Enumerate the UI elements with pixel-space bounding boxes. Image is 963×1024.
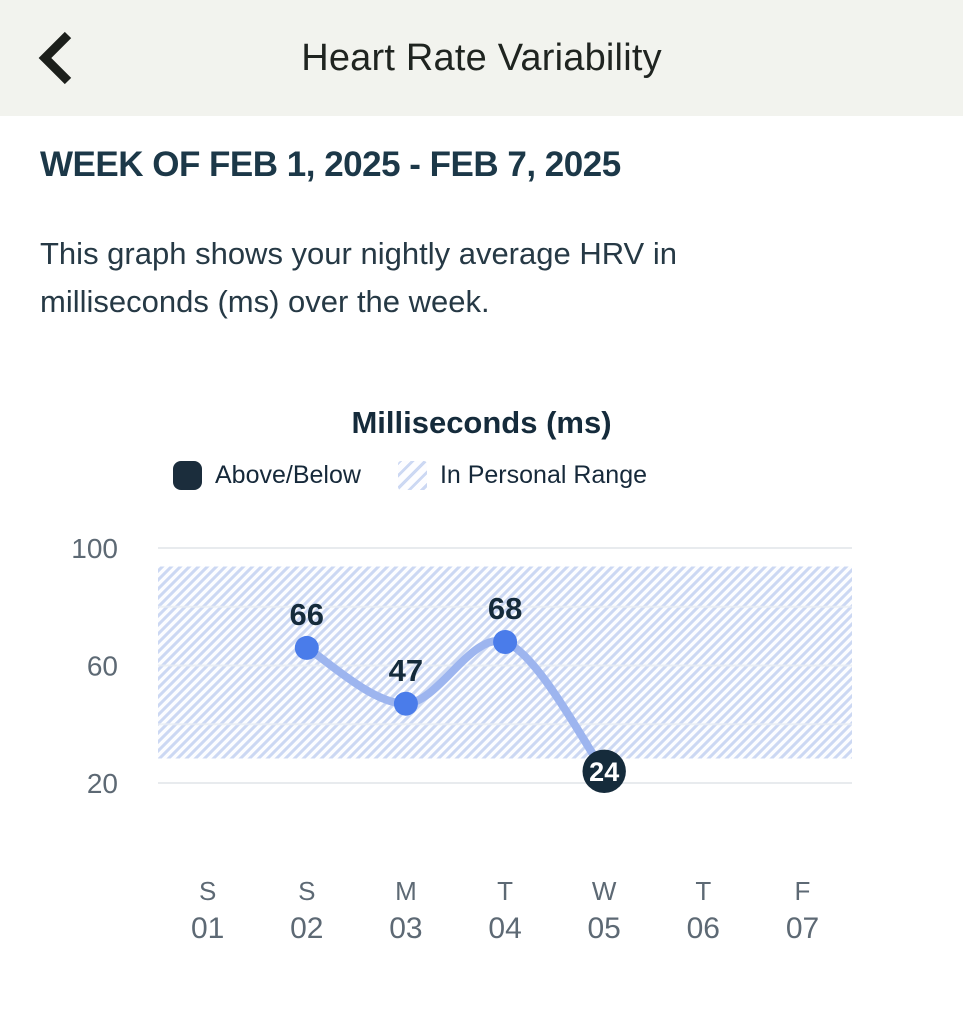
day-letter: F — [795, 876, 811, 906]
y-tick-100: 100 — [71, 533, 118, 564]
legend-item-personal-range: In Personal Range — [397, 461, 648, 490]
legend-item-above-below: Above/Below — [173, 461, 361, 490]
hrv-line — [302, 636, 609, 776]
back-button[interactable] — [24, 20, 88, 96]
data-point-feb-03[interactable] — [393, 691, 418, 716]
chevron-left-icon — [38, 31, 72, 85]
day-date: 03 — [389, 912, 422, 945]
chart-description: This graph shows your nightly average HR… — [40, 236, 677, 319]
personal-range-band — [158, 566, 852, 759]
legend-label: Above/Below — [215, 461, 361, 489]
gridlines — [158, 547, 852, 784]
point-value-label: 68 — [488, 591, 522, 626]
day-date: 05 — [588, 912, 621, 945]
day-date: 04 — [488, 912, 521, 945]
app-header: Heart Rate Variability — [0, 0, 963, 116]
day-date: 07 — [786, 912, 819, 945]
hrv-line-chart: 100 60 20 66 47 68 24 S S M — [71, 533, 852, 945]
personal-range-swatch-icon — [397, 461, 427, 490]
day-letter: T — [497, 876, 513, 906]
x-axis-labels: S S M T W T F 01 02 03 04 05 06 07 — [191, 876, 819, 945]
legend-label: In Personal Range — [439, 461, 648, 489]
day-letter: S — [298, 876, 315, 906]
data-point-feb-04[interactable] — [493, 630, 518, 654]
point-value-label-below-range: 24 — [589, 757, 619, 787]
above-below-swatch-icon — [173, 461, 202, 490]
data-point-feb-02[interactable] — [294, 635, 319, 660]
day-letter: W — [592, 876, 617, 906]
day-letter: M — [395, 876, 417, 906]
chart-title: Milliseconds (ms) — [351, 405, 612, 440]
point-value-label: 47 — [389, 653, 423, 688]
day-date: 01 — [191, 912, 224, 945]
y-tick-20: 20 — [87, 768, 118, 799]
chart-legend: Above/Below In Personal Range — [173, 461, 647, 490]
day-date: 02 — [290, 912, 323, 945]
day-letter: T — [695, 876, 711, 906]
point-value-label: 66 — [290, 597, 324, 632]
data-point-feb-05-below-range[interactable] — [582, 749, 626, 793]
week-range-heading: WEEK OF FEB 1, 2025 - FEB 7, 2025 — [40, 145, 621, 184]
day-date: 06 — [687, 912, 720, 945]
day-letter: S — [199, 876, 216, 906]
page-title: Heart Rate Variability — [301, 37, 662, 79]
y-tick-60: 60 — [87, 651, 118, 682]
